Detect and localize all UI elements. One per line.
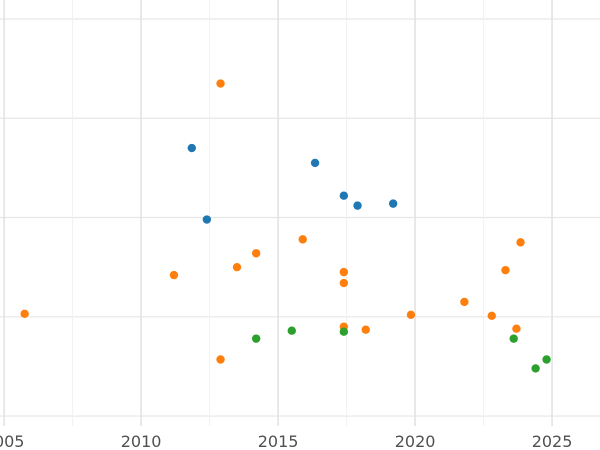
data-point-series-3 — [531, 364, 540, 373]
data-point-series-2 — [460, 297, 469, 307]
data-point-series-2 — [361, 325, 370, 334]
data-point-series-3 — [509, 334, 518, 343]
data-point-series-3 — [287, 326, 296, 335]
grid — [0, 0, 600, 426]
data-point-series-2 — [251, 249, 261, 258]
data-point-series-2 — [232, 262, 242, 272]
data-point-series-2 — [512, 324, 521, 333]
data-point-series-1 — [353, 201, 362, 210]
data-point-series-1 — [202, 215, 212, 224]
data-point-series-2 — [406, 310, 416, 320]
data-point-series-2 — [298, 235, 307, 244]
data-points — [20, 79, 551, 373]
data-point-series-3 — [542, 355, 551, 364]
data-point-series-1 — [310, 158, 320, 168]
data-point-series-2 — [516, 238, 525, 247]
x-tick-label: 2015 — [258, 432, 299, 450]
data-point-series-2 — [216, 79, 225, 88]
data-point-series-1 — [187, 143, 196, 153]
data-point-series-2 — [169, 270, 179, 280]
data-point-series-3 — [339, 327, 349, 336]
data-point-series-3 — [251, 334, 261, 343]
x-tick-label: 2005 — [0, 432, 24, 450]
x-axis-ticks: 2005 2010 2015 2020 2025 — [0, 432, 572, 450]
data-point-series-2 — [501, 265, 510, 275]
data-point-series-1 — [388, 199, 398, 208]
data-point-series-2 — [487, 311, 496, 321]
data-point-series-2 — [20, 309, 29, 319]
x-tick-label: 2020 — [395, 432, 436, 450]
data-point-series-1 — [339, 191, 349, 200]
data-point-series-2 — [339, 267, 349, 277]
x-tick-label: 2025 — [532, 432, 573, 450]
x-tick-label: 2010 — [121, 432, 162, 450]
data-point-series-2 — [216, 355, 225, 364]
data-point-series-2 — [339, 278, 349, 288]
